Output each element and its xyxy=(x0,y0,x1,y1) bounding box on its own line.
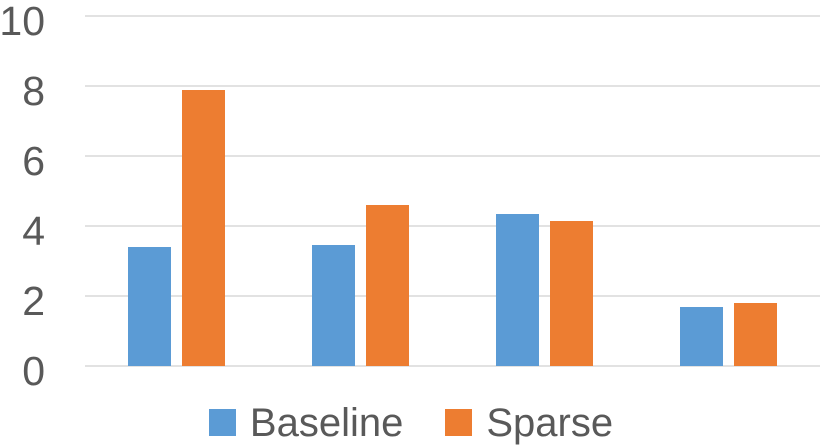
bar-sparse-group1[interactable] xyxy=(182,89,226,366)
legend-item-sparse[interactable]: Sparse xyxy=(445,403,613,443)
y-axis-tick-label-6: 6 xyxy=(22,138,45,184)
bar-baseline-group2[interactable] xyxy=(312,245,356,366)
y-axis-tick-label-2: 2 xyxy=(22,278,45,324)
y-axis-tick-label-8: 8 xyxy=(22,68,45,114)
bar-sparse-group4[interactable] xyxy=(733,303,777,366)
bar-baseline-group1[interactable] xyxy=(128,247,172,366)
bar-baseline-group3[interactable] xyxy=(495,213,539,366)
legend-swatch-sparse-icon xyxy=(445,409,473,436)
legend-label-sparse: Sparse xyxy=(486,400,614,445)
legend: Baseline Sparse xyxy=(0,398,822,447)
y-axis-tick-label-0: 0 xyxy=(22,348,45,394)
legend-label-baseline: Baseline xyxy=(249,400,404,445)
gridline-y-4 xyxy=(85,225,820,227)
y-axis-tick-label-4: 4 xyxy=(22,208,45,254)
gridline-y-2 xyxy=(85,295,820,297)
gridline-y-8 xyxy=(85,85,820,87)
bar-sparse-group2[interactable] xyxy=(366,205,410,366)
gridline-y-6 xyxy=(85,155,820,157)
gridline-y-0 xyxy=(85,365,820,367)
bar-sparse-group3[interactable] xyxy=(549,220,593,366)
y-axis-tick-label-10: 10 xyxy=(0,0,45,44)
legend-swatch-baseline-icon xyxy=(208,409,236,436)
bar-baseline-group4[interactable] xyxy=(679,306,723,366)
gridline-y-10 xyxy=(85,15,820,17)
legend-item-baseline[interactable]: Baseline xyxy=(208,400,404,445)
